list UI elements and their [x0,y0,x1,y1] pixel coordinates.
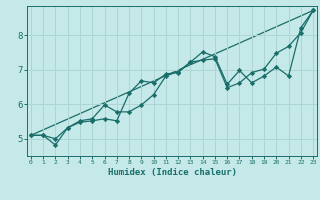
X-axis label: Humidex (Indice chaleur): Humidex (Indice chaleur) [108,168,236,177]
